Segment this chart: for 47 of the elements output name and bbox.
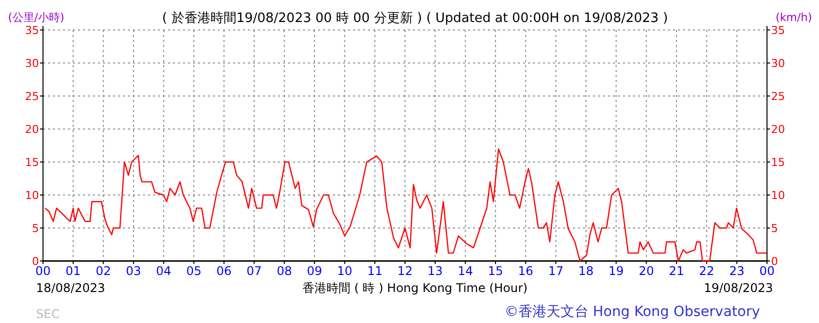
y2-tick-label: 35: [771, 24, 785, 37]
y2-axis-title: (km/h): [776, 11, 812, 24]
x-tick-label: 12: [397, 264, 413, 278]
y2-tick-label: 20: [771, 123, 785, 136]
x-tick-label: 16: [518, 264, 534, 278]
x-tick-label: 14: [458, 264, 473, 278]
y-tick-label: 10: [25, 189, 39, 202]
y2-tick-label: 25: [771, 90, 785, 103]
y-tick-label: 35: [25, 24, 39, 37]
x-tick-label: 04: [156, 264, 172, 278]
x-tick-label: 01: [66, 264, 81, 278]
x-tick-label: 19: [608, 264, 624, 278]
y2-tick-label: 30: [771, 57, 785, 70]
y-tick-label: 30: [25, 57, 39, 70]
x-tick-label: 10: [337, 264, 352, 278]
x-tick-label: 15: [488, 264, 504, 278]
x-tick-label: 17: [548, 264, 564, 278]
x-tick-label: 07: [246, 264, 262, 278]
x-tick-label: 00: [35, 264, 51, 278]
y-tick-label: 20: [25, 123, 39, 136]
x-tick-label: 00: [759, 264, 775, 278]
x-tick-label: 20: [638, 264, 654, 278]
y-tick-label: 25: [25, 90, 39, 103]
text: 19/08/2023: [704, 281, 773, 295]
x-tick-label: 08: [276, 264, 292, 278]
x-axis-title: 香港時間 ( 時 ) Hong Kong Time (Hour): [302, 281, 528, 295]
x-tick-label: 11: [367, 264, 382, 278]
x-tick-label: 13: [428, 264, 443, 278]
text: SEC: [36, 307, 60, 321]
y-axis-title: (公里/小時): [8, 11, 64, 24]
text: 18/08/2023: [36, 281, 106, 295]
x-tick-label: 03: [126, 264, 142, 278]
y2-tick-label: 10: [771, 189, 785, 202]
x-tick-label: 05: [186, 264, 202, 278]
y-tick-label: 5: [32, 222, 39, 235]
x-tick-label: 02: [96, 264, 111, 278]
y2-tick-label: 5: [771, 222, 778, 235]
y-tick-label: 15: [25, 156, 39, 169]
x-tick-label: 21: [668, 264, 684, 278]
x-tick-label: 22: [699, 264, 714, 278]
chart-title: ( 於香港時間19/08/2023 00 時 00 分更新 ) ( Updated at 00:00H on 19/08/2023 ): [162, 11, 668, 26]
x-tick-label: 06: [216, 264, 232, 278]
y2-tick-label: 15: [771, 156, 785, 169]
x-tick-label: 23: [729, 264, 744, 278]
x-tick-label: 18: [578, 264, 594, 278]
text: ©香港天文台 Hong Kong Observatory: [504, 304, 760, 320]
x-tick-label: 09: [306, 264, 322, 278]
